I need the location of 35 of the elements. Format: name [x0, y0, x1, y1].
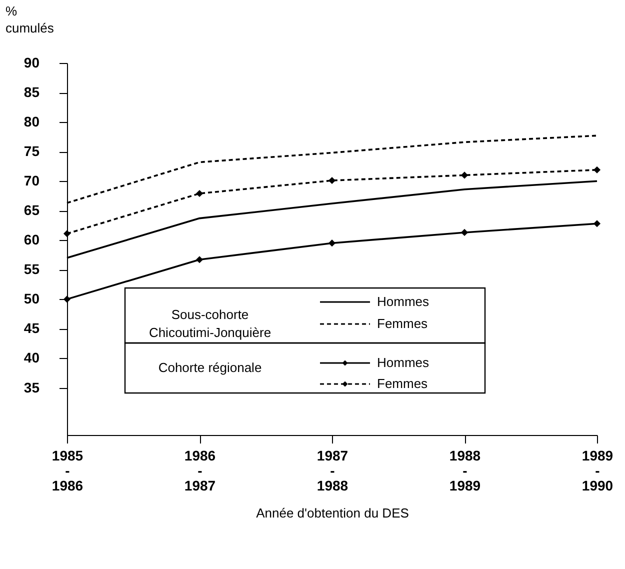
x-axis-title: Année d'obtention du DES: [256, 506, 410, 520]
legend-label: Femmes: [377, 376, 428, 391]
point: [63, 296, 71, 303]
y-tick-label: 75: [24, 143, 40, 160]
point: [196, 256, 204, 264]
y-axis-title: % cumulés: [6, 4, 54, 36]
y-tick-label: 65: [24, 202, 40, 218]
point: [63, 230, 71, 238]
x-tick-label: 1985 - 1986: [52, 448, 84, 494]
y-tick-label: 35: [24, 379, 40, 396]
legend-label: Hommes: [377, 355, 430, 370]
point: [593, 166, 601, 174]
y-tick-label: 45: [24, 320, 40, 336]
y-tick-label: 55: [24, 261, 40, 278]
y-tick-label: 70: [24, 172, 40, 189]
x-tick-label: 1989 - 1990: [582, 448, 614, 494]
y-tick-label: 40: [24, 350, 40, 366]
y-tick-label: 50: [24, 290, 40, 307]
x-tick-label: 1986 - 1987: [184, 448, 216, 494]
y-tick-label: 60: [24, 232, 40, 248]
point: [593, 220, 601, 228]
annotation: Cohorte régionale: [158, 360, 262, 375]
annotation: Sous-cohorte Chicoutimi-Jonquière: [148, 307, 272, 340]
point: [328, 176, 336, 184]
point: [196, 190, 204, 198]
legend-label: Femmes: [377, 316, 428, 331]
point: [460, 228, 468, 236]
y-tick-label: 85: [24, 84, 40, 100]
x-tick-label: 1988 - 1989: [449, 448, 481, 494]
legend-label: Hommes: [377, 294, 430, 309]
y-tick-label: 90: [24, 54, 40, 70]
point: [460, 172, 468, 179]
y-tick-label: 80: [24, 114, 40, 130]
x-tick-label: 1987 - 1988: [316, 448, 348, 494]
point: [328, 240, 336, 247]
